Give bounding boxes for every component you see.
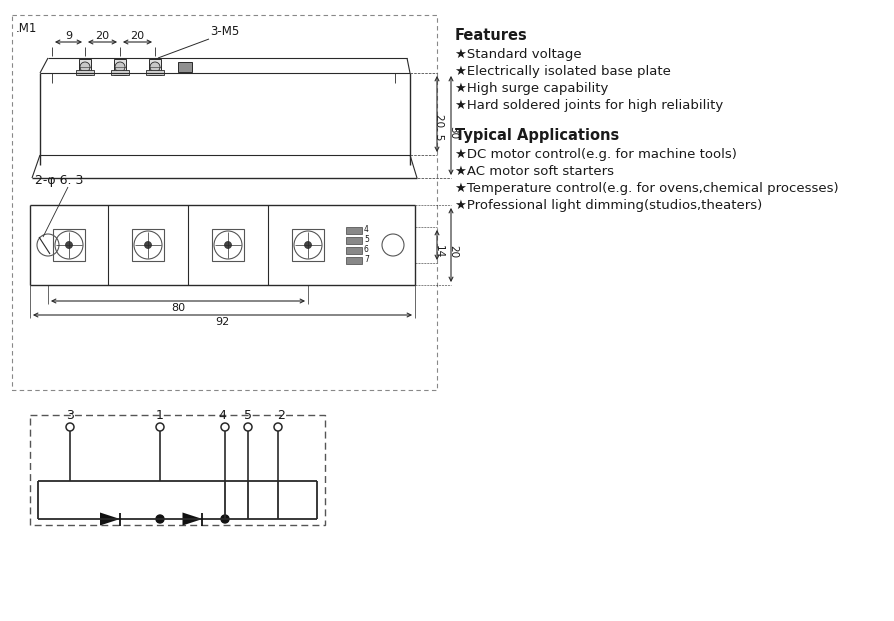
Circle shape: [150, 62, 160, 72]
Text: 20: 20: [131, 31, 145, 41]
Bar: [76, 70, 94, 75]
Circle shape: [144, 242, 151, 248]
Text: 1: 1: [156, 409, 164, 422]
Text: ★Hard soldered joints for high reliability: ★Hard soldered joints for high reliabili…: [454, 99, 722, 112]
Bar: [291, 229, 324, 261]
Bar: [346, 247, 361, 253]
Circle shape: [65, 242, 72, 248]
Text: 3-M5: 3-M5: [210, 25, 239, 38]
Text: Typical Applications: Typical Applications: [454, 128, 619, 143]
Circle shape: [156, 515, 164, 523]
Circle shape: [224, 242, 232, 248]
Bar: [53, 229, 85, 261]
Circle shape: [114, 62, 125, 72]
Text: ★Electrically isolated base plate: ★Electrically isolated base plate: [454, 65, 670, 78]
Text: 2-φ 6. 3: 2-φ 6. 3: [35, 174, 83, 187]
Bar: [148, 59, 161, 75]
Text: 6: 6: [364, 245, 368, 255]
Bar: [146, 70, 164, 75]
Bar: [79, 59, 91, 75]
Text: 3: 3: [66, 409, 74, 422]
Bar: [178, 62, 192, 72]
Text: 7: 7: [364, 255, 368, 265]
Text: ★Standard voltage: ★Standard voltage: [454, 48, 581, 61]
Text: 2: 2: [277, 409, 284, 422]
Text: ★Professional light dimming(studios,theaters): ★Professional light dimming(studios,thea…: [454, 199, 762, 212]
Bar: [30, 415, 325, 525]
Circle shape: [304, 242, 311, 248]
Text: Features: Features: [454, 28, 527, 43]
Text: 9: 9: [65, 31, 72, 41]
Text: 14: 14: [434, 245, 443, 258]
Bar: [212, 229, 244, 261]
Polygon shape: [182, 512, 202, 525]
Text: ★DC motor control(e.g. for machine tools): ★DC motor control(e.g. for machine tools…: [454, 148, 736, 161]
Text: ★AC motor soft starters: ★AC motor soft starters: [454, 165, 613, 178]
Text: 20: 20: [96, 31, 109, 41]
Bar: [346, 237, 361, 243]
Circle shape: [221, 515, 229, 523]
Bar: [346, 256, 361, 263]
Text: 20: 20: [448, 245, 458, 258]
Text: 80: 80: [171, 303, 185, 313]
Circle shape: [80, 62, 90, 72]
Text: 30: 30: [448, 125, 458, 138]
Bar: [131, 229, 164, 261]
Bar: [114, 59, 126, 75]
Text: ★High surge capability: ★High surge capability: [454, 82, 608, 95]
Text: .M1: .M1: [16, 22, 38, 35]
Polygon shape: [100, 512, 120, 525]
Text: 4: 4: [364, 225, 368, 235]
Text: ★Temperature control(e.g. for ovens,chemical processes): ★Temperature control(e.g. for ovens,chem…: [454, 182, 838, 195]
Text: 5: 5: [244, 409, 252, 422]
Bar: [111, 70, 129, 75]
Bar: [346, 227, 361, 233]
Text: 92: 92: [215, 317, 230, 327]
Text: 20. 5: 20. 5: [434, 114, 443, 140]
Text: 4: 4: [218, 409, 225, 422]
Text: 5: 5: [364, 235, 368, 245]
Bar: [12, 15, 436, 390]
